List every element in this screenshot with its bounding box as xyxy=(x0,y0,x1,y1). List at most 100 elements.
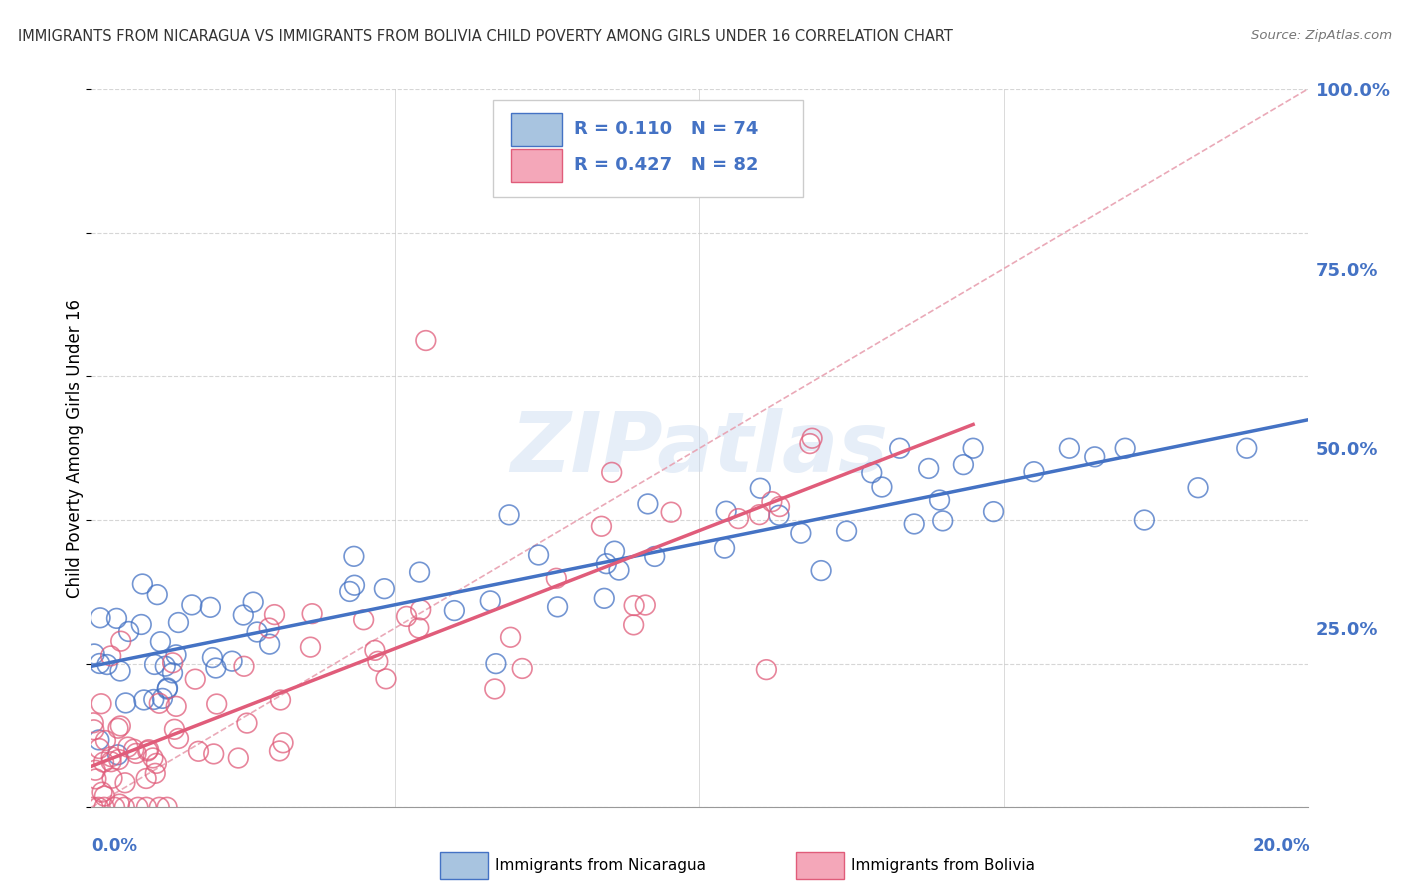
Text: IMMIGRANTS FROM NICARAGUA VS IMMIGRANTS FROM BOLIVIA CHILD POVERTY AMONG GIRLS U: IMMIGRANTS FROM NICARAGUA VS IMMIGRANTS … xyxy=(18,29,953,44)
Point xyxy=(89,741,111,756)
Point xyxy=(117,624,139,639)
Point xyxy=(269,744,291,758)
Point xyxy=(101,771,124,785)
Point xyxy=(202,747,225,761)
Point xyxy=(232,608,254,623)
Point xyxy=(103,800,125,814)
Point xyxy=(135,800,157,814)
Point xyxy=(221,654,243,668)
Point xyxy=(607,563,630,577)
Point xyxy=(107,752,129,766)
Point xyxy=(810,564,832,578)
Point xyxy=(87,800,110,814)
Point xyxy=(547,599,569,614)
Point xyxy=(727,511,749,525)
Point xyxy=(748,508,770,522)
Point xyxy=(343,578,366,592)
Point xyxy=(100,648,122,663)
Point xyxy=(415,334,437,348)
Point xyxy=(1236,441,1258,455)
Point xyxy=(593,591,616,606)
Point xyxy=(187,744,209,758)
Point xyxy=(301,607,323,621)
Point xyxy=(100,749,122,764)
Text: Immigrants from Bolivia: Immigrants from Bolivia xyxy=(851,858,1035,872)
Point xyxy=(146,588,169,602)
Point xyxy=(107,747,129,762)
FancyBboxPatch shape xyxy=(510,113,562,146)
Point xyxy=(122,742,145,756)
Point xyxy=(485,657,508,671)
Text: ZIPatlas: ZIPatlas xyxy=(510,408,889,489)
Point xyxy=(180,598,202,612)
Point xyxy=(375,672,398,686)
Point xyxy=(713,541,735,555)
Point xyxy=(142,692,165,706)
Point xyxy=(928,493,950,508)
Point xyxy=(91,785,114,799)
Point xyxy=(129,617,152,632)
Point xyxy=(259,637,281,651)
Point xyxy=(408,565,430,579)
Point xyxy=(87,733,110,747)
Point xyxy=(595,557,617,571)
Point xyxy=(659,505,682,519)
Text: 20.0%: 20.0% xyxy=(1253,837,1310,855)
Point xyxy=(1133,513,1156,527)
Point xyxy=(145,756,167,771)
Point xyxy=(165,699,187,714)
Point xyxy=(623,599,645,613)
Point xyxy=(755,663,778,677)
Point xyxy=(591,519,613,533)
Point xyxy=(93,800,115,814)
Point xyxy=(790,526,813,541)
Point xyxy=(983,505,1005,519)
Point xyxy=(339,584,361,599)
Point xyxy=(108,664,131,678)
Point xyxy=(860,466,883,480)
Point xyxy=(637,497,659,511)
Point xyxy=(498,508,520,522)
Point xyxy=(82,715,104,730)
FancyBboxPatch shape xyxy=(492,100,803,197)
Point xyxy=(242,595,264,609)
Point xyxy=(89,611,111,625)
Point xyxy=(527,548,550,562)
Point xyxy=(889,441,911,455)
Point xyxy=(90,697,112,711)
Point xyxy=(408,621,430,635)
Point xyxy=(184,672,207,686)
Point xyxy=(167,731,190,746)
Point xyxy=(110,634,132,648)
Point xyxy=(155,659,177,673)
Point xyxy=(143,657,166,672)
Point xyxy=(125,747,148,761)
Point xyxy=(135,772,157,786)
Point xyxy=(84,763,107,777)
Point xyxy=(714,504,737,518)
Point xyxy=(931,514,953,528)
Point xyxy=(149,634,172,648)
Point xyxy=(443,603,465,617)
Point xyxy=(271,736,294,750)
Point xyxy=(499,630,522,644)
Point xyxy=(105,611,128,625)
Point xyxy=(205,661,228,675)
Point xyxy=(162,656,184,670)
Point xyxy=(162,665,184,680)
Point xyxy=(749,481,772,495)
Point xyxy=(96,657,118,672)
Point xyxy=(257,621,280,635)
Point xyxy=(1114,441,1136,455)
Point xyxy=(107,721,129,735)
Point xyxy=(343,549,366,564)
Point xyxy=(269,693,291,707)
Point xyxy=(156,681,179,695)
Point xyxy=(799,436,821,450)
Point xyxy=(131,577,153,591)
Point xyxy=(364,643,387,657)
Point xyxy=(148,800,170,814)
Point xyxy=(136,744,159,758)
Point xyxy=(623,618,645,632)
Point xyxy=(142,751,165,765)
